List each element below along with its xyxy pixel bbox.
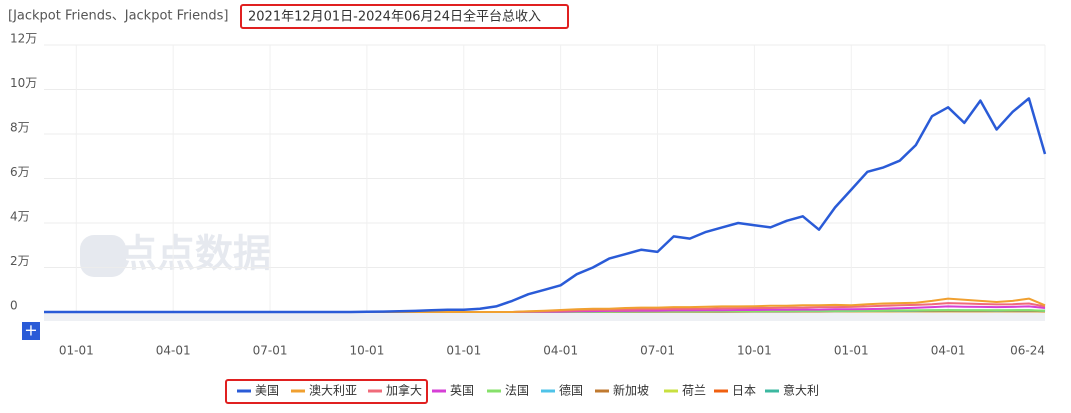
series-line (44, 97, 1047, 314)
legend-label: 意大利 (783, 383, 819, 398)
legend-label: 澳大利亚 (309, 384, 357, 398)
zoom-plus: + (24, 321, 37, 340)
x-tick-label: 10-01 (737, 344, 772, 358)
legend-label: 加拿大 (386, 383, 422, 398)
x-tick-label: 04-01 (931, 344, 966, 358)
legend-label: 法国 (505, 384, 529, 398)
y-tick-label: 2万 (10, 254, 30, 268)
x-tick-label: 04-01 (156, 344, 191, 358)
x-tick-label: 07-01 (253, 344, 288, 358)
y-tick-label: 8万 (10, 121, 30, 135)
app-title: [Jackpot Friends、Jackpot Friends] (8, 9, 228, 24)
watermark-logo (80, 235, 126, 277)
x-tick-label: 01-01 (834, 344, 869, 358)
x-tick-label: 01-01 (446, 344, 481, 358)
legend-label: 德国 (559, 383, 583, 398)
y-tick-label: 4万 (10, 210, 30, 224)
legend-label: 英国 (450, 384, 474, 398)
x-tick-label: 04-01 (543, 344, 578, 358)
x-tick-label: 06-24 (1010, 344, 1045, 358)
legend-label: 荷兰 (682, 384, 706, 398)
y-tick-label: 10万 (10, 76, 37, 90)
y-tick-label: 6万 (10, 165, 30, 179)
x-tick-label: 10-01 (349, 344, 384, 358)
data-zoom[interactable] (44, 313, 1045, 321)
legend-label: 美国 (255, 384, 279, 398)
highlight-box (225, 379, 428, 404)
legend-label: 日本 (732, 384, 756, 398)
x-tick-label: 01-01 (59, 344, 94, 358)
x-tick-label: 07-01 (640, 344, 675, 358)
highlight-box (240, 4, 569, 29)
chart-title: 2021年12月01日-2024年06月24日全平台总收入 (248, 9, 541, 25)
legend-label: 新加坡 (613, 383, 649, 398)
zoom-button[interactable] (22, 322, 40, 340)
y-tick-label: 0 (10, 299, 18, 313)
y-tick-label: 12万 (10, 32, 37, 46)
watermark: 点点数据 (119, 232, 271, 276)
